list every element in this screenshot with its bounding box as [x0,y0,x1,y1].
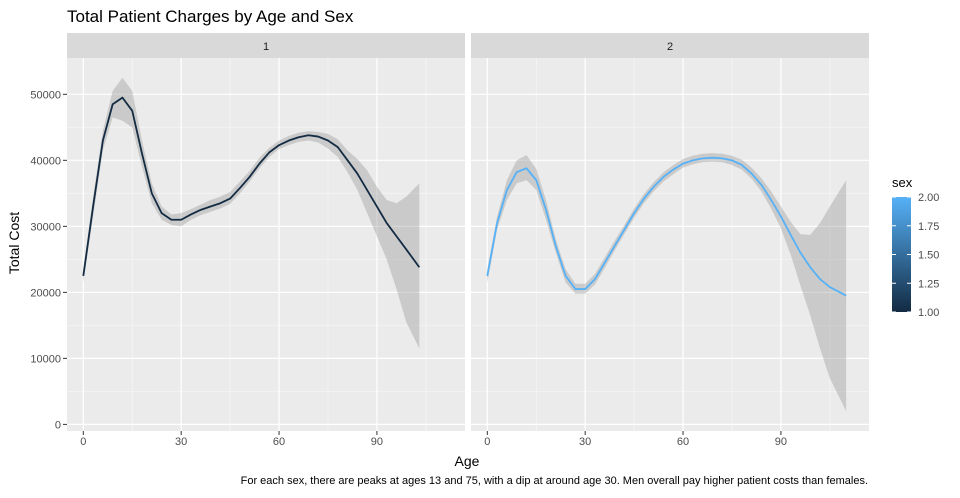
y-tick-label: 20000 [30,287,61,299]
x-tick-label: 30 [175,436,187,448]
legend-title: sex [892,175,913,190]
panel-1: 1 0 30 60 90 0 10000 20000 30000 40000 50000 [30,33,465,448]
legend-tick-label: 1.75 [918,221,939,233]
legend: sex 2.00 1.75 1.50 1.25 1.00 [892,175,939,319]
y-tick-label: 30000 [30,221,61,233]
x-tick-label: 90 [371,436,383,448]
panel-background [67,58,465,431]
x-tick-label: 90 [775,436,787,448]
panel-background [471,58,869,431]
legend-tick-label: 1.50 [918,250,939,262]
x-tick-label: 0 [484,436,490,448]
strip-background [471,33,869,58]
series-line-sex-2 [486,156,847,297]
panel-2: 2 0 30 60 90 [471,33,869,448]
strip-background [67,33,465,58]
chart-title: Total Patient Charges by Age and Sex [67,7,354,26]
legend-tick-label: 1.25 [918,278,939,290]
confidence-band-2 [487,153,847,412]
y-axis-label: Total Cost [6,212,22,274]
legend-tick-label: 1.00 [918,307,939,319]
chart-caption: For each sex, there are peaks at ages 13… [241,475,868,487]
y-tick-label: 40000 [30,155,61,167]
x-tick-label: 60 [273,436,285,448]
x-tick-label: 30 [579,436,591,448]
x-axis-label: Age [455,453,480,469]
legend-tick-label: 2.00 [918,192,939,204]
y-tick-label: 10000 [30,353,61,365]
strip-label: 2 [667,41,673,53]
x-tick-label: 60 [677,436,689,448]
series-line-sex-1 [82,96,421,276]
strip-label: 1 [263,41,269,53]
panels-layer: 1 0 30 60 90 0 10000 20000 30000 40000 50000 2 0 30 60… [30,33,869,448]
y-tick-label: 0 [55,419,61,431]
y-tick-label: 50000 [30,89,61,101]
x-tick-label: 0 [80,436,86,448]
legend-colorbar [892,197,911,312]
legend-ticks: 2.00 1.75 1.50 1.25 1.00 [892,192,939,319]
